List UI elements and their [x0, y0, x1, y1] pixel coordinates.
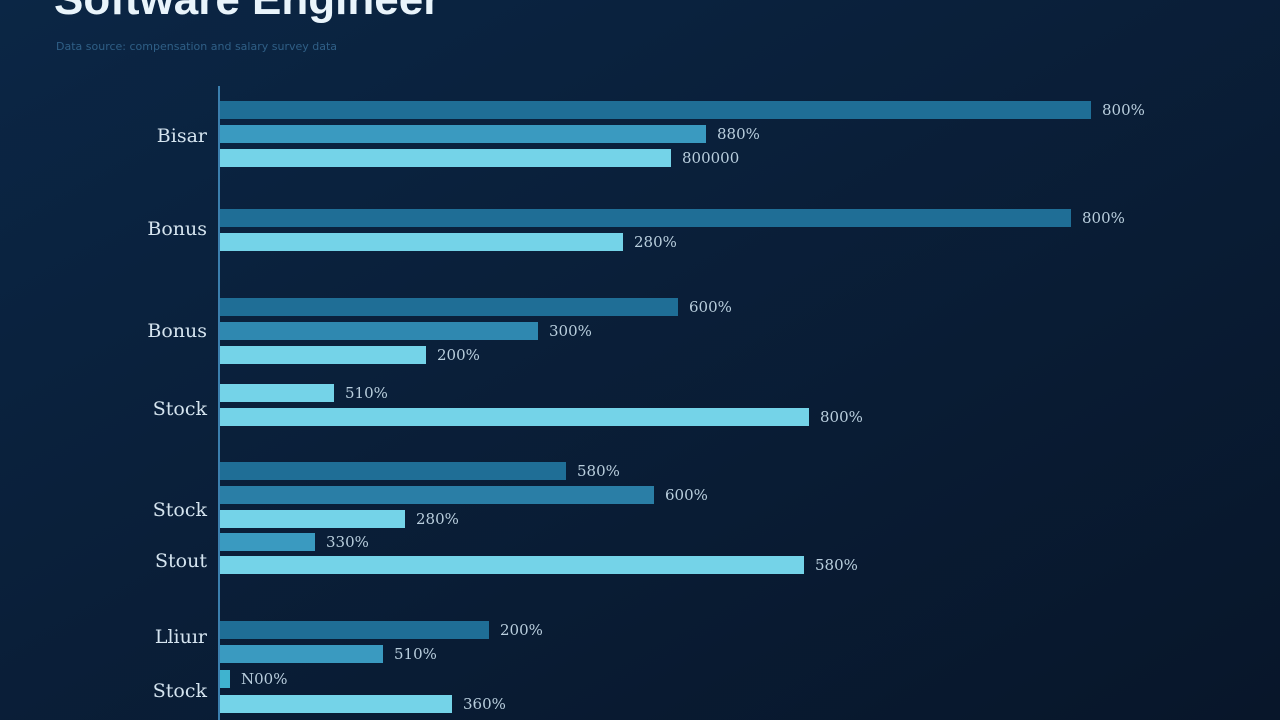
bar-label: 510% [394, 645, 437, 663]
bar [220, 695, 452, 713]
bar [220, 486, 654, 504]
category-label: Bonus [147, 320, 207, 342]
subtitle: Data source: compensation and salary sur… [56, 40, 337, 53]
bar-label: 580% [815, 556, 858, 574]
bar-label: 880% [717, 125, 760, 143]
bar [220, 510, 405, 528]
category-label: Stock [153, 680, 208, 702]
bar [220, 645, 383, 663]
bar-label: 360% [463, 695, 506, 713]
bar-label: 800% [1082, 209, 1125, 227]
bar [220, 233, 623, 251]
bar-label: N00% [241, 670, 287, 688]
bar-label: 280% [634, 233, 677, 251]
bar [220, 533, 315, 551]
bar [220, 298, 678, 316]
category-label: Bonus [147, 218, 207, 240]
bar-label: 600% [689, 298, 732, 316]
bar [220, 322, 538, 340]
chart-title: Software Engineer [54, 0, 440, 24]
bar-label: 580% [577, 462, 620, 480]
bar-label: 300% [549, 322, 592, 340]
bar [220, 346, 426, 364]
bar [220, 408, 809, 426]
bar-label: 330% [326, 533, 369, 551]
category-label: Stock [153, 398, 208, 420]
bar [220, 149, 671, 167]
category-label: Lliuır [155, 626, 208, 648]
bar-label: 510% [345, 384, 388, 402]
category-label: Stout [155, 550, 207, 572]
bar-label: 800% [820, 408, 863, 426]
bar-label: 200% [500, 621, 543, 639]
bar-label: 600% [665, 486, 708, 504]
bar [220, 101, 1091, 119]
bar-label: 800% [1102, 101, 1145, 119]
category-label: Stock [153, 499, 208, 521]
bar-label: 200% [437, 346, 480, 364]
bar [220, 670, 230, 688]
bar [220, 384, 334, 402]
bar-label: 280% [416, 510, 459, 528]
bar [220, 556, 804, 574]
bar [220, 621, 489, 639]
bar [220, 462, 566, 480]
bar-label: 800000 [682, 149, 739, 167]
bar [220, 209, 1071, 227]
bar [220, 125, 706, 143]
category-label: Bisar [157, 125, 208, 147]
